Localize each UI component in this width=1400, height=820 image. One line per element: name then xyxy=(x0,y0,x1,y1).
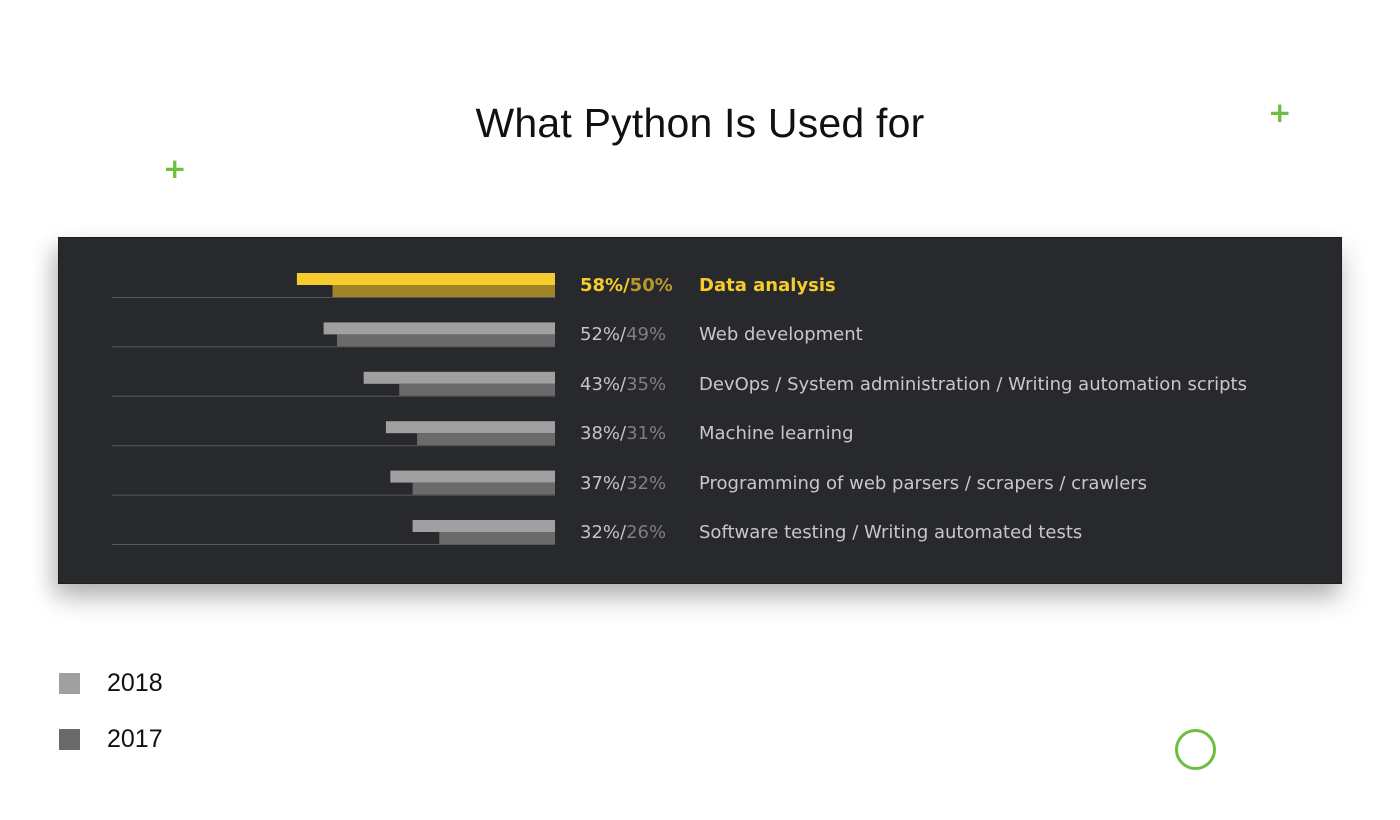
data-label-2018: 58% xyxy=(580,275,624,296)
data-row: 32%/26% Software testing / Writing automa… xyxy=(580,521,1082,545)
legend-item-2018: 2018 xyxy=(58,655,163,711)
bar-2018 xyxy=(390,470,555,483)
data-row: 37%/32% Programming of web parsers / scra… xyxy=(580,472,1147,496)
circle-icon xyxy=(1175,729,1216,770)
data-row: 43%/35% DevOps / System administration / … xyxy=(580,373,1247,397)
bar-2018 xyxy=(323,322,555,335)
legend-item-2017: 2017 xyxy=(58,711,163,767)
chart-panel: 58%/50% Data analysis 52%/49% Web developme… xyxy=(58,237,1342,584)
data-label-2017: 50% xyxy=(629,275,673,296)
bar-2017 xyxy=(412,482,555,495)
bar-2017 xyxy=(336,334,555,347)
data-label-2018: 32% xyxy=(580,522,621,543)
data-label-separator: / xyxy=(620,472,627,494)
legend-swatch xyxy=(59,672,80,694)
category-label: DevOps / System administration / Writing… xyxy=(699,373,1247,395)
bar-2018 xyxy=(385,421,555,434)
plus-icon: + xyxy=(163,152,187,185)
data-label-2017: 26% xyxy=(626,522,667,543)
data-label-2017: 49% xyxy=(626,324,667,346)
bar-2018 xyxy=(363,371,555,384)
bar-2017 xyxy=(439,532,555,544)
data-label-2018: 52% xyxy=(580,324,621,346)
page-title: What Python Is Used for xyxy=(475,100,925,146)
bar-chart xyxy=(112,273,555,545)
data-label-2017: 31% xyxy=(626,423,667,445)
category-label: Machine learning xyxy=(699,423,854,445)
data-label-2018: 38% xyxy=(580,423,621,445)
bar-2017 xyxy=(417,433,555,446)
category-label: Web development xyxy=(699,324,863,346)
data-label-2017: 35% xyxy=(626,373,667,395)
data-label-separator: / xyxy=(620,373,627,395)
category-label: Programming of web parsers / scrapers / … xyxy=(699,472,1148,494)
data-label-2017: 32% xyxy=(626,472,667,494)
data-label-separator: / xyxy=(623,275,630,296)
data-label-separator: / xyxy=(620,324,627,346)
data-row: 52%/49% Web development xyxy=(580,323,863,347)
data-label-2018: 43% xyxy=(580,373,621,395)
legend: 2018 2017 xyxy=(58,655,163,767)
data-label-separator: / xyxy=(620,423,627,445)
bar-2017 xyxy=(399,383,555,396)
plus-icon: + xyxy=(1268,96,1292,129)
category-label: Data analysis xyxy=(699,275,836,296)
data-label-2018: 37% xyxy=(580,472,621,494)
legend-label: 2018 xyxy=(107,668,163,697)
data-label-separator: / xyxy=(620,522,627,543)
category-label: Software testing / Writing automated tes… xyxy=(699,522,1083,543)
legend-label: 2017 xyxy=(107,724,163,753)
bar-2017 xyxy=(332,285,555,297)
bar-2018 xyxy=(296,273,555,285)
bar-2018 xyxy=(412,520,555,532)
legend-swatch xyxy=(59,728,80,750)
data-row: 58%/50% Data analysis xyxy=(580,274,836,298)
data-row: 38%/31% Machine learning xyxy=(580,422,854,446)
